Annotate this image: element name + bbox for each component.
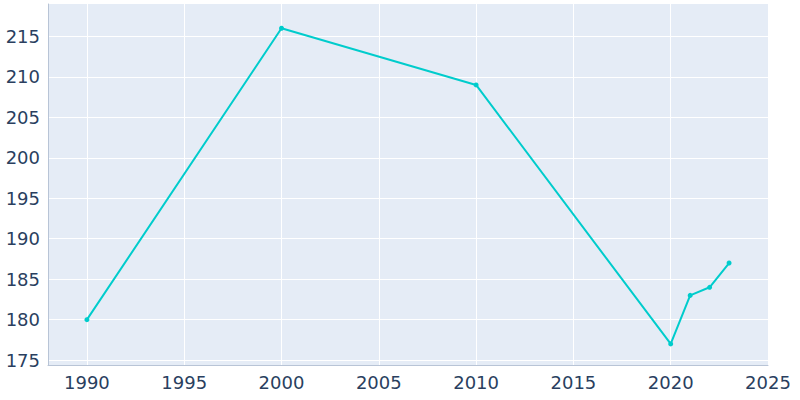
svg-text:180: 180 — [6, 309, 40, 330]
svg-text:2015: 2015 — [550, 372, 596, 393]
svg-text:195: 195 — [6, 188, 40, 209]
svg-text:205: 205 — [6, 107, 40, 128]
svg-text:200: 200 — [6, 147, 40, 168]
svg-text:210: 210 — [6, 66, 40, 87]
svg-text:1990: 1990 — [64, 372, 110, 393]
svg-text:2010: 2010 — [453, 372, 499, 393]
svg-text:1995: 1995 — [161, 372, 207, 393]
svg-text:2025: 2025 — [745, 372, 791, 393]
svg-text:215: 215 — [6, 26, 40, 47]
svg-text:2005: 2005 — [356, 372, 402, 393]
svg-text:2000: 2000 — [259, 372, 305, 393]
svg-text:2020: 2020 — [648, 372, 694, 393]
svg-text:190: 190 — [6, 228, 40, 249]
svg-text:185: 185 — [6, 269, 40, 290]
svg-text:175: 175 — [6, 350, 40, 371]
